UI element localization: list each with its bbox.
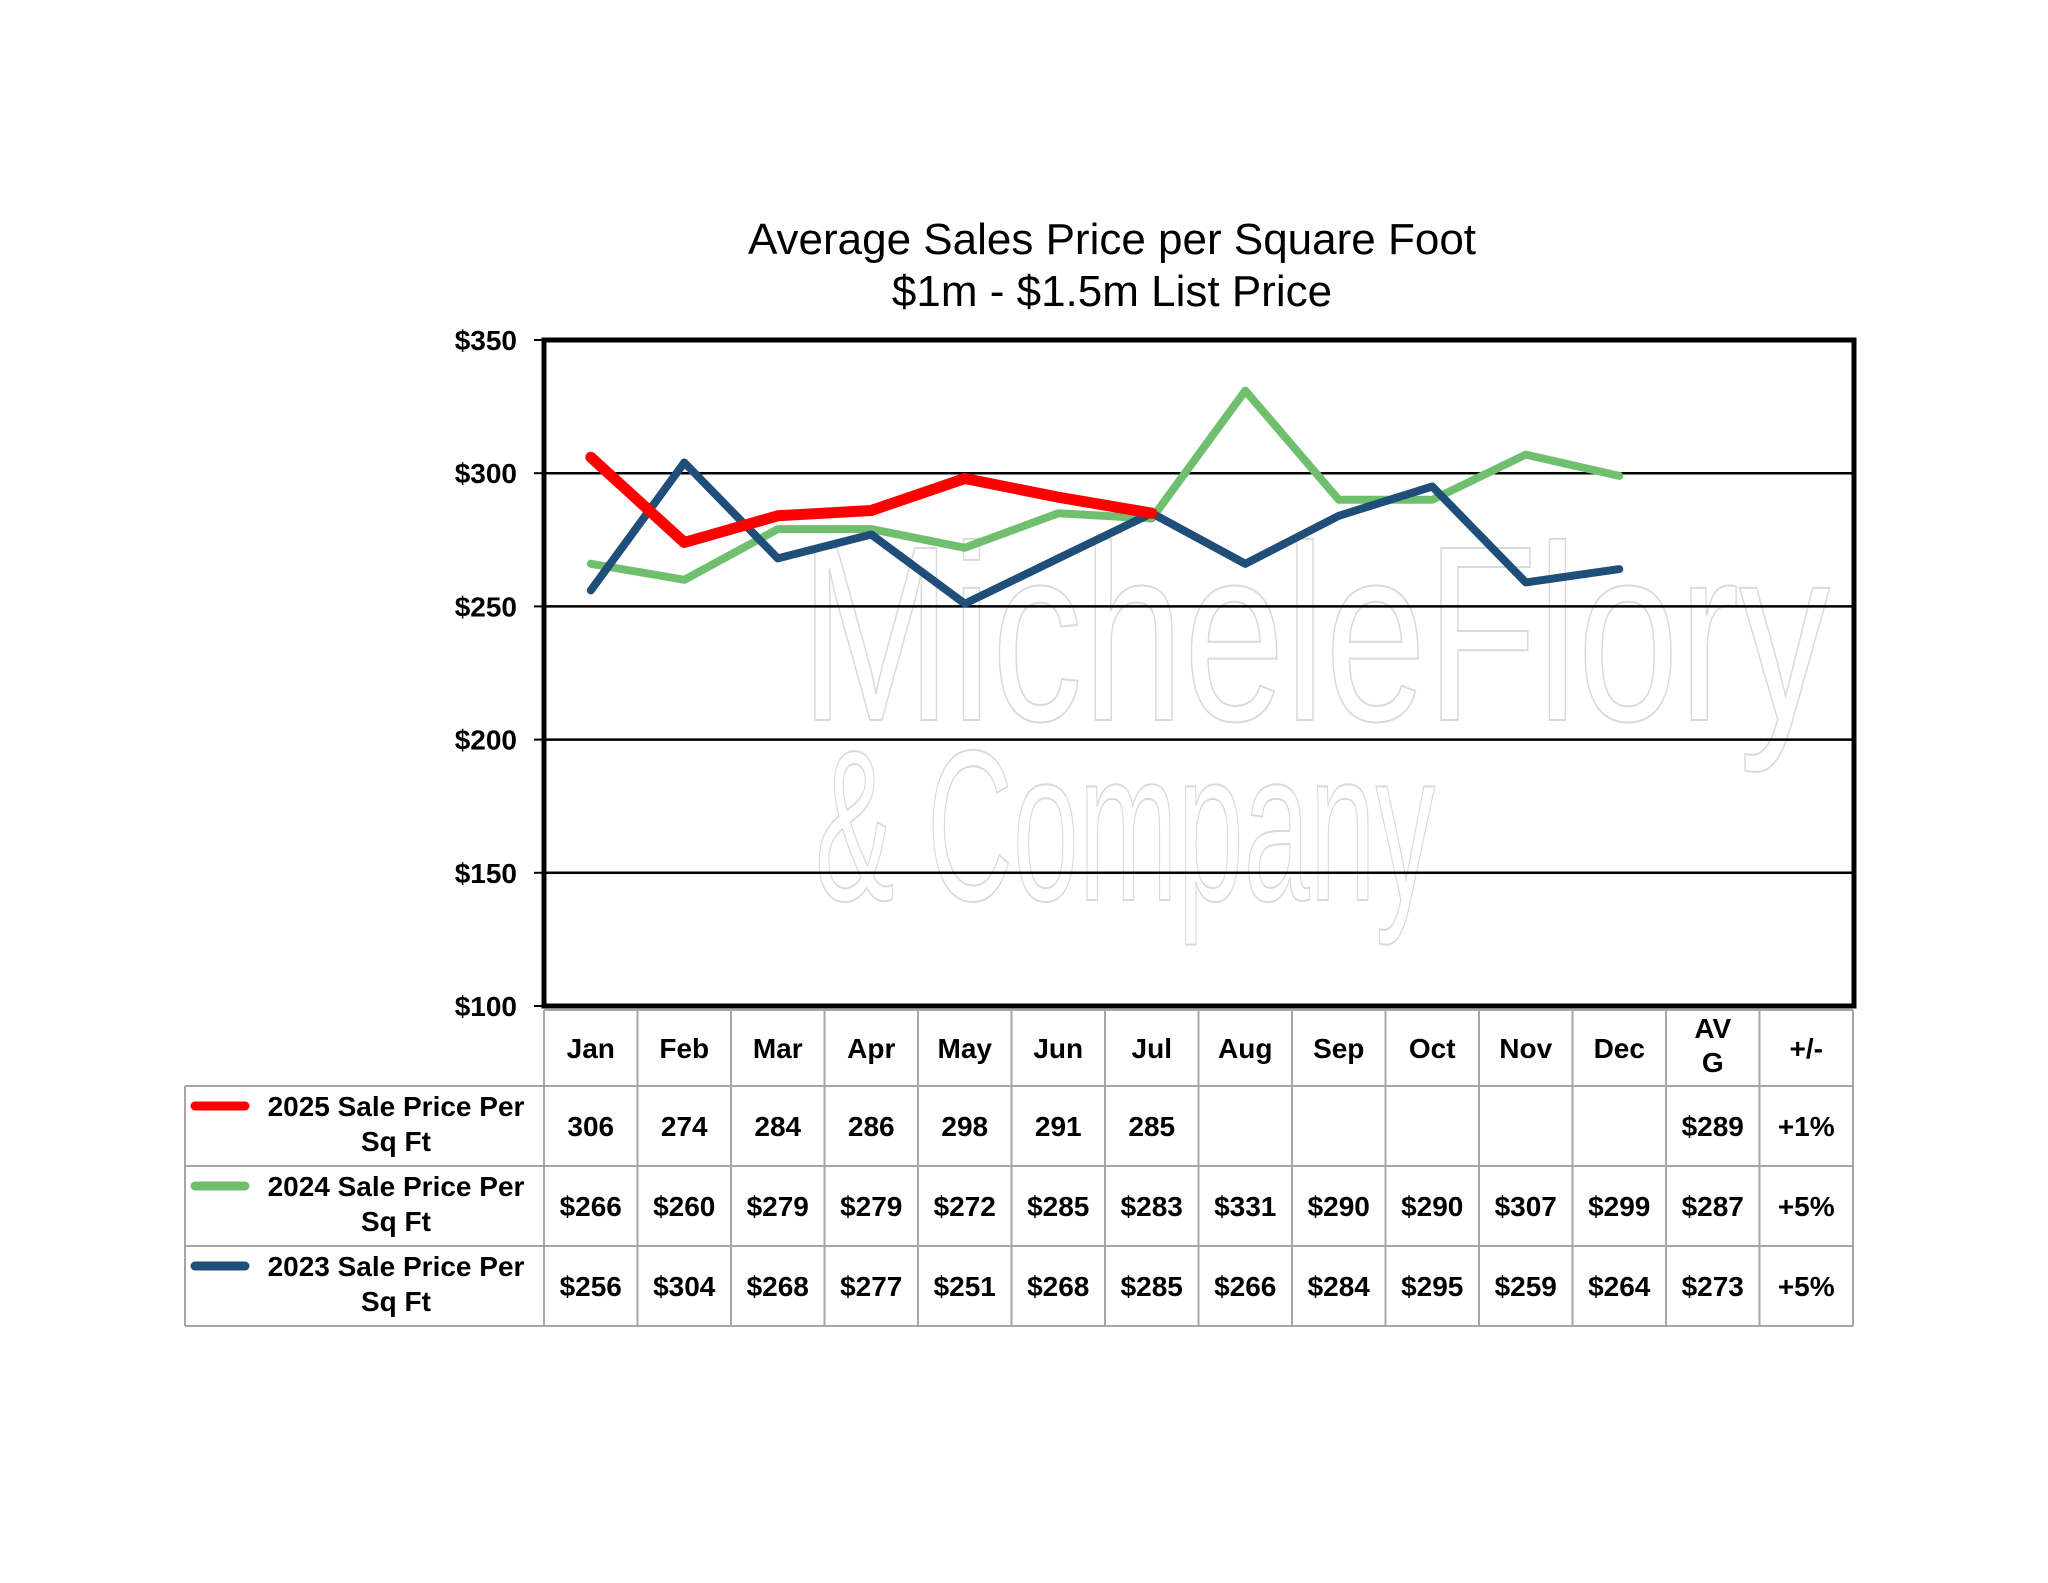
data-label: $259 xyxy=(1495,1271,1557,1302)
watermark-line1: MicheleFlory xyxy=(800,494,1830,773)
data-label: 298 xyxy=(941,1111,988,1142)
y-tick-label: $150 xyxy=(455,858,517,889)
x-tick-label: Dec xyxy=(1594,1033,1645,1064)
series-line-1 xyxy=(585,451,1158,548)
x-tick-label: Mar xyxy=(753,1033,803,1064)
data-label: $304 xyxy=(653,1271,716,1302)
y-tick-label: $300 xyxy=(455,458,517,489)
data-label: $295 xyxy=(1401,1271,1463,1302)
data-label: $307 xyxy=(1495,1191,1557,1222)
data-label: $260 xyxy=(653,1191,715,1222)
data-label: $277 xyxy=(840,1271,902,1302)
series-line-3 xyxy=(586,458,1624,608)
data-label: $283 xyxy=(1121,1191,1183,1222)
avg-value: $287 xyxy=(1682,1191,1744,1222)
avg-value: $273 xyxy=(1682,1271,1744,1302)
x-tick-label: Apr xyxy=(847,1033,895,1064)
y-tick-label: $250 xyxy=(455,591,517,622)
legend-label: 2023 Sale Price Per Sq Ft xyxy=(268,1251,525,1317)
data-label: $279 xyxy=(840,1191,902,1222)
chart-title: Average Sales Price per Square Foot xyxy=(748,215,1476,264)
x-tick-label: Aug xyxy=(1218,1033,1272,1064)
legend-label: 2024 Sale Price Per Sq Ft xyxy=(268,1171,525,1237)
avg-value: $289 xyxy=(1682,1111,1744,1142)
data-label: $331 xyxy=(1214,1191,1276,1222)
x-tick-label: May xyxy=(938,1033,993,1064)
chart-subtitle: $1m - $1.5m List Price xyxy=(892,267,1332,316)
data-label: $285 xyxy=(1121,1271,1183,1302)
change-column-header: +/- xyxy=(1790,1033,1823,1064)
data-label: $290 xyxy=(1401,1191,1463,1222)
data-label: $251 xyxy=(934,1271,996,1302)
legend-label: 2025 Sale Price Per Sq Ft xyxy=(268,1091,525,1157)
x-tick-label: Jan xyxy=(567,1033,615,1064)
x-tick-label: Jun xyxy=(1033,1033,1083,1064)
watermark-line2: & Company xyxy=(815,705,1435,946)
data-label: $299 xyxy=(1588,1191,1650,1222)
plot-area-border xyxy=(541,337,1857,1009)
x-tick-label: Nov xyxy=(1499,1033,1552,1064)
data-label: $285 xyxy=(1027,1191,1089,1222)
data-label: $266 xyxy=(1214,1271,1276,1302)
x-tick-label: Sep xyxy=(1313,1033,1364,1064)
change-value: +5% xyxy=(1778,1271,1835,1302)
data-label: 285 xyxy=(1128,1111,1175,1142)
data-label: $290 xyxy=(1308,1191,1370,1222)
data-label: 286 xyxy=(848,1111,895,1142)
data-table: Jan Feb Mar Apr May Jun Jul Aug Sep Oct Nov Dec AV G +… xyxy=(184,1009,1854,1327)
data-label: $272 xyxy=(934,1191,996,1222)
y-tick-label: $350 xyxy=(455,325,517,356)
y-tick-label: $200 xyxy=(455,725,517,756)
y-tick-label: $100 xyxy=(455,991,517,1022)
avg-column-header: AV G xyxy=(1694,1013,1731,1078)
x-tick-label: Jul xyxy=(1132,1033,1172,1064)
x-tick-label: Feb xyxy=(659,1033,709,1064)
data-label: $264 xyxy=(1588,1271,1651,1302)
watermark-logo: MicheleFlory & Company xyxy=(799,493,1831,947)
data-label: 306 xyxy=(567,1111,614,1142)
data-label: 274 xyxy=(661,1111,708,1142)
data-label: $279 xyxy=(747,1191,809,1222)
data-label: $284 xyxy=(1308,1271,1371,1302)
data-label: $256 xyxy=(560,1271,622,1302)
series-lines xyxy=(585,386,1624,608)
gridlines xyxy=(544,471,1854,875)
data-label: $268 xyxy=(747,1271,809,1302)
x-tick-label: Oct xyxy=(1409,1033,1456,1064)
data-label: $266 xyxy=(560,1191,622,1222)
data-label: 284 xyxy=(754,1111,801,1142)
data-label: $268 xyxy=(1027,1271,1089,1302)
change-value: +1% xyxy=(1778,1111,1835,1142)
data-label: 291 xyxy=(1035,1111,1082,1142)
y-axis-ticks: $350 $300 $250 $200 $150 $100 xyxy=(455,325,544,1022)
change-value: +5% xyxy=(1778,1191,1835,1222)
